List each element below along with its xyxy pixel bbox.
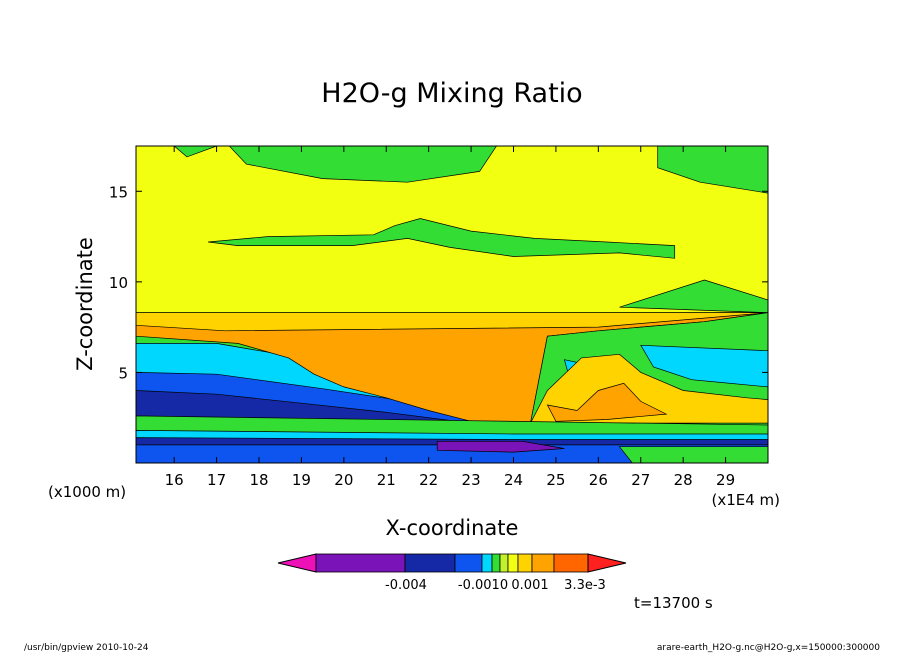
contour-region-12 (136, 312, 768, 332)
x-tick-label: 26 (589, 471, 608, 489)
contour-region-21 (136, 444, 768, 463)
x-unit-right: (x1E4 m) (711, 491, 780, 509)
colorbar-segment (499, 553, 509, 573)
footer-right: arare-earth_H2O-g.nc@H2O-g,x=150000:3000… (657, 643, 880, 653)
colorbar-segment (454, 553, 483, 573)
contour-region-6 (619, 279, 768, 314)
x-tick-label: 16 (165, 471, 184, 489)
contour-region-17 (546, 382, 668, 422)
x-tick-label: 17 (207, 471, 226, 489)
contour-region-5 (208, 218, 676, 259)
colorbar-segment (517, 553, 533, 573)
colorbar-labels: -0.004 -0.0010 0.001 3.3e-3 (385, 578, 606, 593)
x-unit-left: (x1000 m) (48, 483, 126, 501)
x-tick-label: 24 (504, 471, 523, 489)
colorbar-segment (404, 553, 456, 573)
contour-region-22 (436, 440, 565, 453)
x-tick-label: 25 (546, 471, 565, 489)
x-tick-label: 29 (716, 471, 735, 489)
x-axis: 16 17 18 19 20 21 22 23 24 25 26 27 28 29 (165, 146, 735, 489)
contour-region-2 (228, 146, 497, 183)
colorbar-segment (553, 553, 589, 573)
y-tick-label: 5 (118, 364, 128, 382)
contour-regions (136, 146, 768, 463)
x-tick-label: 27 (631, 471, 650, 489)
contour-region-14 (640, 344, 768, 388)
colorbar-right-arrow (587, 553, 627, 573)
footer-left: /usr/bin/gpview 2010-10-24 (24, 643, 149, 653)
x-tick-label: 23 (462, 471, 481, 489)
x-tick-label: 19 (292, 471, 311, 489)
x-axis-label: X-coordinate (386, 516, 519, 540)
colorbar-label-3: 0.001 (511, 578, 548, 593)
colorbar-segment (531, 553, 555, 573)
x-tick-label: 18 (249, 471, 268, 489)
y-tick-label: 10 (109, 274, 128, 292)
colorbar-label-2: -0.0010 (458, 578, 508, 593)
colorbar-label-1: -0.004 (385, 578, 427, 593)
x-tick-label: 21 (377, 471, 396, 489)
colorbar-left-arrow (277, 553, 317, 573)
y-tick-label: 15 (109, 183, 128, 201)
chart-title: H2O-g Mixing Ratio (321, 78, 582, 109)
plot-frame (135, 145, 769, 464)
colorbar-segment (491, 553, 501, 573)
plot-area (136, 146, 768, 463)
colorbar-segment (481, 553, 493, 573)
y-axis: 5 10 15 (109, 183, 768, 382)
x-tick-label: 28 (674, 471, 693, 489)
colorbar-segment (507, 553, 519, 573)
colorbar-segment (315, 553, 406, 573)
colorbar (277, 553, 627, 573)
x-tick-label: 20 (334, 471, 353, 489)
colorbar-label-4: 3.3e-3 (564, 578, 606, 593)
contour-region-4 (657, 146, 768, 194)
contour-region-3 (173, 146, 217, 158)
y-axis-label: Z-coordinate (73, 237, 97, 371)
x-tick-label: 22 (419, 471, 438, 489)
contour-region-23 (618, 446, 768, 463)
time-label: t=13700 s (634, 594, 713, 612)
